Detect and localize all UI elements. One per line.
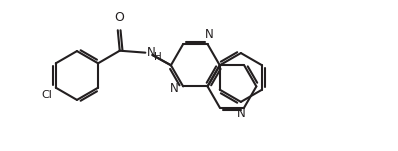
Text: H: H	[154, 52, 161, 62]
Text: N: N	[236, 107, 245, 120]
Text: N: N	[147, 46, 156, 59]
Text: N: N	[205, 28, 213, 41]
Text: N: N	[170, 82, 178, 95]
Text: O: O	[114, 11, 124, 24]
Text: Cl: Cl	[42, 90, 53, 100]
